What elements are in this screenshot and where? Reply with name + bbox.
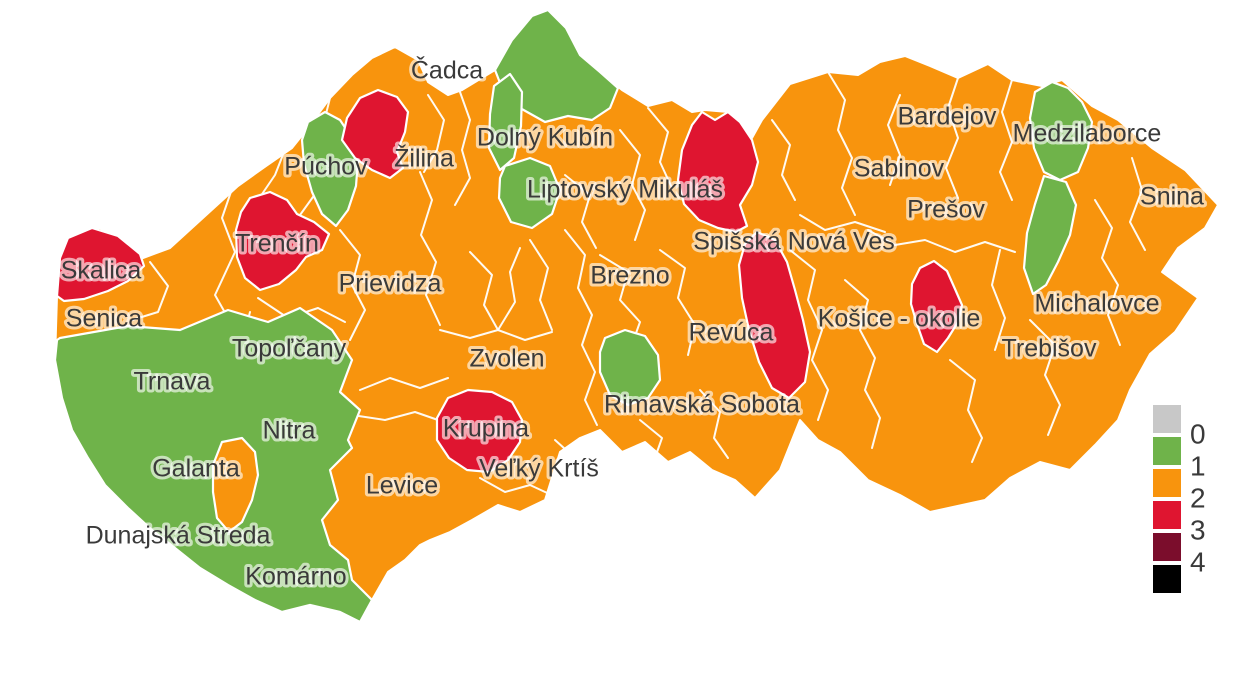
district-label-sabinov: Sabinov [854,155,945,183]
district-label-brezno: Brezno [590,262,669,290]
district-label-topolcany: Topoľčany [232,335,347,363]
legend-swatch-green [1153,437,1181,465]
district-border-line [564,229,598,426]
legend-swatch-orange [1153,469,1181,497]
legend-swatch-darkred [1153,533,1181,561]
district-label-zilina: Žilina [394,144,454,173]
district-label-levice: Levice [366,472,438,500]
district-border-line [867,229,1016,253]
district-border-line [131,261,169,321]
district-label-dolny-kubin: Dolný Kubín [477,124,613,152]
district-border-line [949,359,983,463]
district-border-line [1129,157,1146,251]
legend-tick-label: 4 [1190,546,1206,577]
legend-tick-label: 3 [1190,514,1206,545]
district-label-trnava: Trnava [134,368,211,396]
district-border-line [991,249,1006,351]
district-label-presov: Prešov [907,196,985,224]
district-region[interactable] [909,259,964,354]
district-label-trencin: Trenčín [235,230,319,258]
district-border-line [554,439,583,501]
district-skalica[interactable] [55,226,146,303]
district-border-line [1094,199,1121,346]
district-region[interactable] [493,8,620,124]
district-border-line [497,247,521,331]
legend-swatch-black [1153,565,1181,593]
district-border-line [479,477,559,499]
district-border-line [639,419,663,456]
district-trencin[interactable] [234,190,331,292]
district-label-prievidza: Prievidza [339,270,442,298]
district-label-galanta: Galanta [152,455,240,483]
district-border-line [599,254,641,351]
district-border-line [339,229,366,341]
district-label-skalica: Skalica [61,257,142,285]
district-border-line [419,171,441,326]
district-region[interactable] [598,328,662,407]
district-label-cadca: Čadca [411,56,483,85]
legend-tick-label: 1 [1190,450,1206,481]
district-label-dunajska-streda: Dunajská Streda [86,522,271,550]
district-medzilaborce[interactable] [1028,80,1094,182]
district-border-line [454,91,471,206]
district-border-line [789,249,829,421]
district-border-line [771,119,796,201]
district-border-line [257,141,289,201]
district-border-line [945,77,959,199]
district-region[interactable] [737,230,812,400]
district-label-velky-krtis: Veľký Krtíš [479,455,599,483]
district-region[interactable] [676,110,760,234]
district-label-medzilaborce: Medzilaborce [1013,120,1162,148]
district-label-zvolen: Zvolen [469,345,544,373]
district-border-line [351,411,439,421]
district-border-line [647,107,673,189]
district-label-senica: Senica [66,305,143,333]
district-region[interactable] [487,72,524,172]
district-region[interactable] [211,436,260,534]
district-label-revuca: Revúca [689,319,774,347]
district-region[interactable] [497,156,562,230]
district-label-michalovce: Michalovce [1034,290,1159,318]
district-border-line [844,279,881,449]
district-border-line [999,79,1013,201]
district-krupina[interactable] [435,388,524,474]
district-border-line [359,377,449,391]
district-zilina[interactable] [340,88,410,180]
district-border-line [1029,319,1061,436]
district-border-line [887,94,901,186]
district-border-line [659,249,696,356]
district-border-line [827,71,856,216]
legend-swatch-gray [1153,405,1181,433]
district-label-kosice-okolie: Košice - okolie [818,305,981,333]
legend-swatch-red [1153,501,1181,529]
district-border-line [529,239,553,331]
district-label-nitra: Nitra [263,417,316,445]
district-border-line [699,389,729,459]
legend-tick-label: 0 [1190,418,1206,449]
district-border-line [619,129,646,241]
district-border-line [214,179,236,326]
district-border-line [799,214,886,233]
district-label-rimavska-sobota: Rimavská Sobota [604,391,800,419]
district-border-line [564,174,597,249]
district-region[interactable] [1022,174,1078,296]
district-label-snina: Snina [1140,183,1204,211]
district-label-spisska-nova-ves: Spišská Nová Ves [693,228,895,256]
district-border-line [423,94,445,173]
district-label-puchov: Púchov [284,153,368,181]
district-label-krupina: Krupina [443,415,529,443]
district-label-komarno: Komárno [245,563,346,591]
district-label-liptovsky-mikulas: Liptovský Mikuláš [527,176,723,204]
district-border-line [469,251,499,331]
legend-tick-label: 2 [1190,482,1206,513]
district-label-bardejov: Bardejov [898,103,997,131]
district-label-trebisov: Trebišov [1002,335,1097,363]
